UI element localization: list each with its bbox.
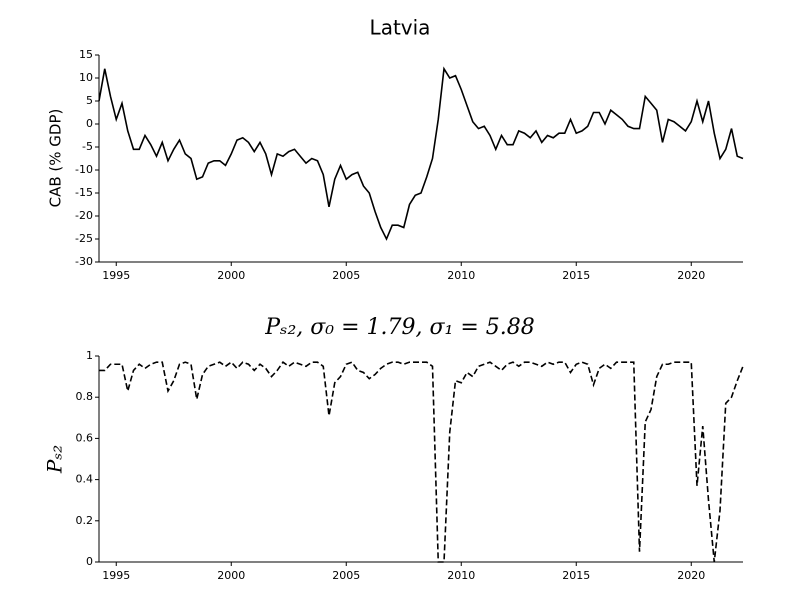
y-tick-label: -30 xyxy=(75,255,93,268)
y-tick-label: 10 xyxy=(79,71,93,84)
y-tick-label: 0.2 xyxy=(76,514,94,527)
y-tick-label: 5 xyxy=(86,94,93,107)
x-tick-label: 2010 xyxy=(447,569,475,582)
y-tick-label: 0 xyxy=(86,117,93,130)
x-tick-label: 2005 xyxy=(332,269,360,282)
x-tick-label: 2000 xyxy=(217,269,245,282)
y-tick-label: -5 xyxy=(82,140,93,153)
x-tick-label: 2000 xyxy=(217,569,245,582)
y-tick-label: -10 xyxy=(75,163,93,176)
y-tick-label: 0.6 xyxy=(76,431,94,444)
x-tick-label: 2015 xyxy=(562,269,590,282)
y-tick-label: -15 xyxy=(75,186,93,199)
chart-title: Pₛ₂, σ₀ = 1.79, σ₁ = 5.88 xyxy=(264,315,535,340)
x-tick-label: 2010 xyxy=(447,269,475,282)
y-axis-label: CAB (% GDP) xyxy=(47,109,65,208)
x-tick-label: 2005 xyxy=(332,569,360,582)
chart-title: Latvia xyxy=(370,16,431,40)
x-tick-label: 2020 xyxy=(677,569,705,582)
data-line xyxy=(99,361,744,563)
y-axis-label: Pₛ₂ xyxy=(43,445,67,474)
y-tick-label: -20 xyxy=(75,209,93,222)
y-tick-label: 0.8 xyxy=(76,390,94,403)
x-tick-label: 2020 xyxy=(677,269,705,282)
x-tick-label: 1995 xyxy=(102,269,130,282)
y-tick-label: 15 xyxy=(79,48,93,61)
y-tick-label: 1 xyxy=(86,349,93,362)
y-tick-label: 0.4 xyxy=(76,473,94,486)
data-line xyxy=(98,66,744,241)
x-tick-label: 1995 xyxy=(102,569,130,582)
x-tick-label: 2015 xyxy=(562,569,590,582)
y-tick-label: -25 xyxy=(75,232,93,245)
y-tick-label: 0 xyxy=(86,555,93,568)
